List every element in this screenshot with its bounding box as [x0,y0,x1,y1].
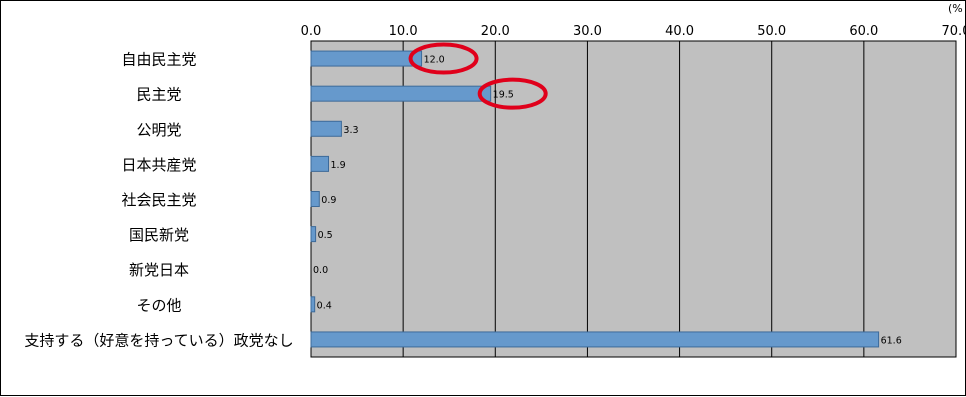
x-tick-label: 10.0 [389,24,418,39]
category-label: 社会民主党 [121,191,196,209]
bar [310,120,342,137]
x-tick-label: 50.0 [757,24,786,39]
x-tick-label: 20.0 [481,24,510,39]
data-label: 0.9 [321,195,336,206]
unit-label: (% [948,2,963,15]
data-label: 0.5 [318,230,333,241]
category-label: その他 [136,296,181,314]
category-label: 国民新党 [129,226,189,244]
bar [310,296,316,313]
bar [310,155,330,172]
bar [310,226,317,243]
data-label: 61.6 [881,335,902,346]
category-label: 自由民主党 [121,51,196,69]
category-label: 新党日本 [129,261,189,279]
data-label: 0.4 [317,300,332,311]
x-tick-label: 40.0 [665,24,694,39]
category-label: 支持する（好意を持っている）政党なし [24,331,293,349]
data-label: 0.0 [313,265,328,276]
bar [310,331,880,348]
x-tick-label: 60.0 [849,24,878,39]
bar [310,50,423,67]
x-tick-label: 0.0 [301,24,322,39]
data-label: 1.9 [331,160,346,171]
x-tick-label: 70.0 [942,24,966,39]
bars: 12.0 19.5 3.3 1.9 0.9 0.5 0.0 0.4 61.6 [310,50,902,348]
data-label: 12.0 [424,55,445,66]
x-tick-label: 30.0 [573,24,602,39]
highlight-ellipse [477,77,548,110]
highlight-ellipse [408,42,479,75]
bar [310,85,492,102]
category-label: 日本共産党 [121,156,196,174]
highlight-ellipses [408,42,548,110]
category-label: 民主党 [136,86,181,104]
category-labels: 自由民主党民主党公明党日本共産党社会民主党国民新党新党日本その他支持する（好意を… [24,51,293,350]
x-axis-ticks: 0.0 10.0 20.0 30.0 40.0 50.0 60.0 70.0 [301,24,966,357]
data-label: 3.3 [343,125,358,136]
category-label: 公明党 [136,121,181,139]
data-label: 19.5 [493,90,514,101]
bar [310,191,320,207]
